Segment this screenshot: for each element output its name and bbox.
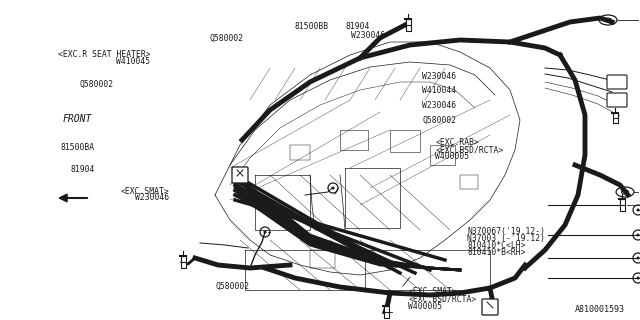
Text: W230046: W230046 — [422, 72, 456, 81]
Bar — [406, 19, 410, 31]
Text: Q580002: Q580002 — [422, 116, 456, 125]
Bar — [430, 145, 455, 165]
Bar — [180, 256, 186, 268]
Circle shape — [637, 257, 639, 260]
Text: 810410*C<LH>: 810410*C<LH> — [467, 241, 525, 250]
Text: A810001593: A810001593 — [575, 305, 625, 314]
Text: <EXC.SMAT>: <EXC.SMAT> — [121, 187, 170, 196]
FancyBboxPatch shape — [607, 75, 627, 89]
Text: Q580002: Q580002 — [80, 80, 114, 89]
Bar — [383, 306, 388, 318]
Bar — [390, 130, 420, 152]
Bar — [290, 145, 310, 160]
Bar — [620, 199, 625, 211]
Circle shape — [637, 276, 639, 279]
Text: W410045: W410045 — [116, 57, 150, 66]
Bar — [310, 250, 335, 268]
Circle shape — [264, 230, 266, 234]
Text: 81904: 81904 — [70, 165, 95, 174]
Text: W400005: W400005 — [435, 152, 469, 161]
FancyBboxPatch shape — [607, 93, 627, 107]
Bar — [460, 175, 478, 189]
Text: <EXC.R SEAT HEATER>: <EXC.R SEAT HEATER> — [58, 50, 150, 59]
Text: FRONT: FRONT — [63, 114, 92, 124]
Text: W230046: W230046 — [351, 31, 385, 40]
Text: W400005: W400005 — [408, 302, 442, 311]
Text: N37003 (-'19.12): N37003 (-'19.12) — [467, 234, 545, 243]
Text: W410044: W410044 — [422, 86, 456, 95]
Text: 81904: 81904 — [346, 22, 370, 31]
Bar — [612, 113, 618, 123]
FancyBboxPatch shape — [482, 299, 498, 315]
Text: 81500BB: 81500BB — [294, 22, 328, 31]
Circle shape — [332, 187, 335, 189]
Text: 810410*B<RH>: 810410*B<RH> — [467, 248, 525, 257]
Text: <EXC.BSD/RCTA>: <EXC.BSD/RCTA> — [408, 295, 477, 304]
Text: 81500BA: 81500BA — [61, 143, 95, 152]
Text: Q580002: Q580002 — [216, 282, 250, 291]
Text: <EXC.SMAT>: <EXC.SMAT> — [408, 287, 457, 296]
Circle shape — [637, 234, 639, 236]
Text: <EXC.RAB>: <EXC.RAB> — [435, 138, 479, 147]
Text: Q580002: Q580002 — [209, 34, 243, 43]
Text: <EXC.BSD/RCTA>: <EXC.BSD/RCTA> — [435, 145, 504, 154]
Circle shape — [637, 209, 639, 212]
Bar — [340, 130, 368, 150]
Text: N370067('19.12-): N370067('19.12-) — [467, 227, 545, 236]
FancyBboxPatch shape — [232, 167, 248, 183]
Text: W230046: W230046 — [136, 193, 170, 202]
Text: W230046: W230046 — [422, 101, 456, 110]
